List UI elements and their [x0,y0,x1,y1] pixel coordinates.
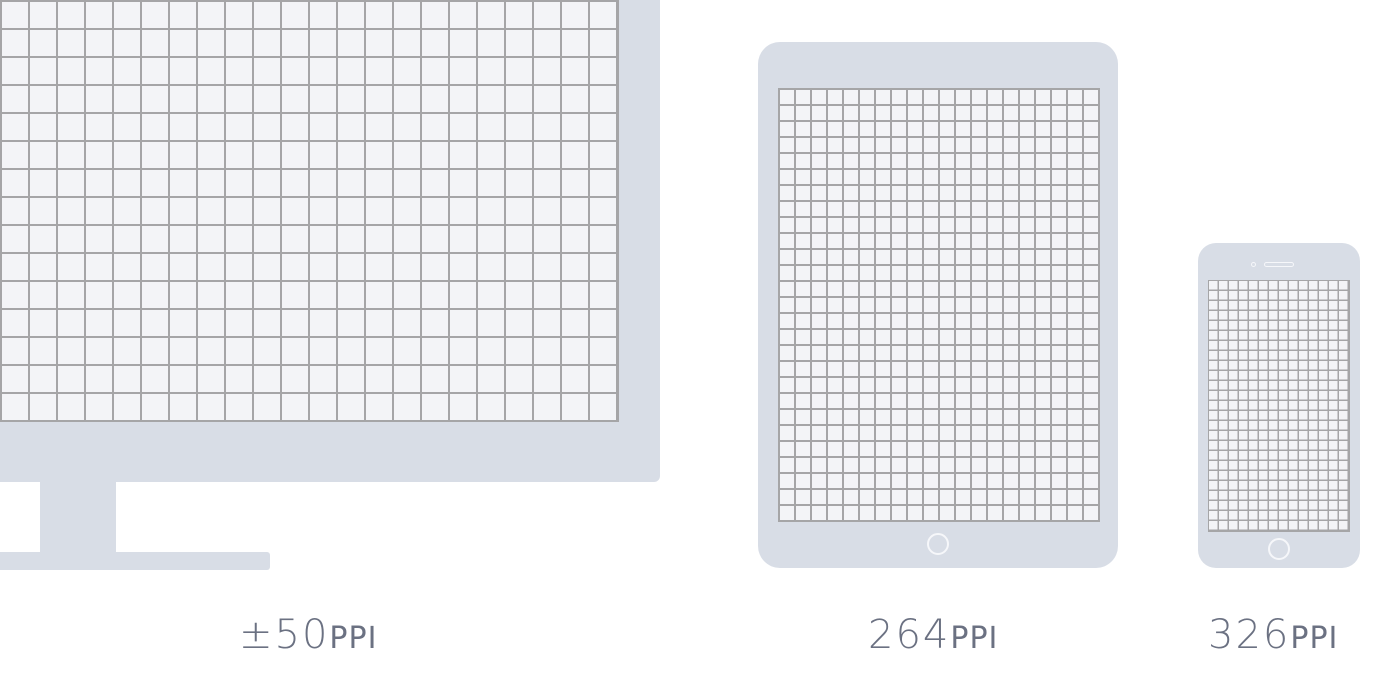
tablet-device [758,42,1118,568]
monitor-ppi-value: ±50 [239,612,330,658]
tablet-ppi-label: 264PPI [868,612,998,658]
monitor-ppi-unit: PPI [329,621,378,656]
phone-ppi-unit: PPI [1290,621,1339,656]
phone-ppi-label: 326PPI [1208,612,1338,658]
tablet-home-button [927,533,949,555]
monitor-ppi-label: ±50PPI [239,612,377,658]
tablet-ppi-unit: PPI [950,621,999,656]
desktop-monitor [0,0,660,575]
monitor-screen-pixel-grid [0,0,619,422]
phone-camera-icon [1251,262,1256,267]
monitor-stand-neck [40,480,116,554]
phone-ppi-value: 326 [1208,612,1291,658]
monitor-stand-curve-right [116,482,270,552]
phone-device [1198,243,1360,568]
tablet-ppi-value: 264 [868,612,951,658]
phone-screen-pixel-grid [1208,280,1350,532]
monitor-stand-base [0,552,270,570]
monitor-stand-curve-left [0,482,40,552]
phone-home-button [1268,538,1290,560]
tablet-screen-pixel-grid [778,88,1100,522]
phone-speaker-icon [1264,262,1294,267]
